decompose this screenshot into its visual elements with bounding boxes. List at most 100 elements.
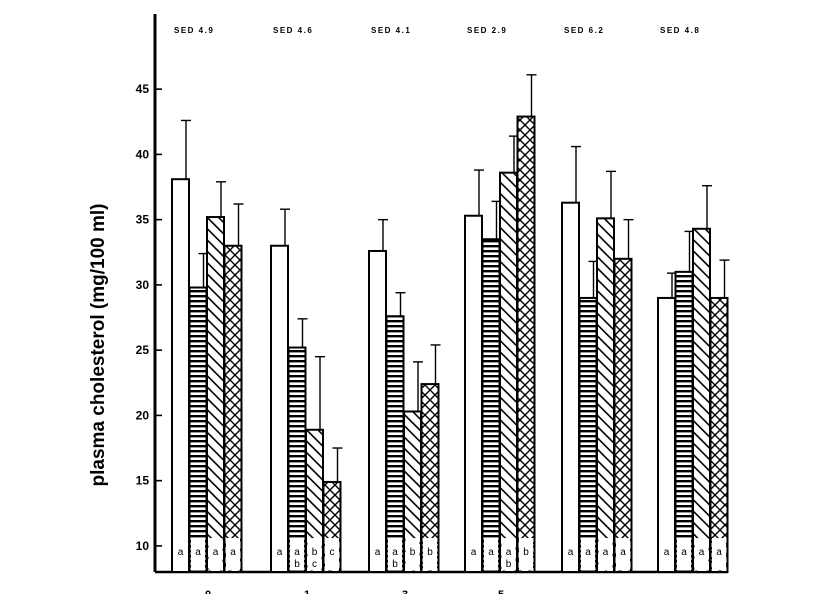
bar-code-cell — [616, 538, 630, 571]
bar-code-cell — [423, 538, 437, 571]
y-tick-label: 10 — [136, 539, 150, 553]
y-tick-label: 20 — [136, 408, 150, 422]
bar — [481, 238, 501, 573]
x-tick-label: 0 — [205, 589, 211, 594]
bar-code-cell — [694, 538, 709, 571]
bar-group: SED 6.2a a a a — [561, 26, 634, 573]
significance-letter: a — [699, 547, 705, 558]
significance-letter: a — [230, 547, 236, 558]
significance-letter: a — [471, 547, 477, 558]
bar-code-cell — [677, 538, 691, 571]
bar — [499, 171, 518, 573]
bar — [516, 115, 536, 574]
significance-letter: a — [716, 547, 722, 558]
bar-group: SED 4.90aaaa — [171, 26, 244, 599]
bar — [578, 296, 598, 573]
bar-code-cell — [563, 538, 578, 571]
bar-group: SED 4.13aabbb — [368, 26, 441, 599]
bar — [385, 315, 405, 573]
bar — [223, 244, 243, 573]
sed-label: SED 6.2 — [564, 26, 604, 35]
bar — [464, 214, 483, 574]
bar — [692, 227, 711, 573]
bar — [709, 296, 729, 573]
sed-label: SED 4.8 — [660, 26, 700, 35]
bar — [613, 257, 633, 573]
significance-letter: a — [620, 547, 626, 558]
significance-letter: a — [488, 547, 494, 558]
significance-letter: a — [178, 547, 184, 558]
significance-letter: a — [277, 547, 283, 558]
significance-letter: a — [568, 547, 574, 558]
bar-code-cell — [598, 538, 613, 571]
y-tick-label: 35 — [136, 213, 150, 227]
bar-code-cell — [501, 538, 516, 571]
bar — [171, 178, 190, 573]
significance-letter: a — [585, 547, 591, 558]
bar-code-cell — [712, 538, 726, 571]
sed-label: SED 4.1 — [371, 26, 411, 35]
significance-letter: a — [213, 547, 219, 558]
significance-letter: b — [312, 547, 318, 558]
bar-code-cell — [484, 538, 498, 571]
y-tick-label: 45 — [136, 82, 150, 96]
bar-code-cell — [519, 538, 533, 571]
bar-group: SED 4.61aabbcc — [270, 26, 343, 599]
y-tick-label: 40 — [136, 147, 150, 161]
bar-code-cell — [466, 538, 481, 571]
significance-letter: c — [312, 559, 317, 570]
bar-code-cell — [307, 538, 322, 571]
bar — [188, 286, 208, 573]
bar-code-cell — [581, 538, 595, 571]
sed-label: SED 2.9 — [467, 26, 507, 35]
bar-code-cell — [290, 538, 304, 571]
bar-group: SED 2.95aaabb — [464, 26, 537, 599]
bar — [657, 296, 676, 573]
y-tick-label: 25 — [136, 343, 150, 357]
bar — [420, 383, 440, 573]
y-axis-label: plasma cholesterol (mg/100 ml) — [88, 204, 109, 487]
significance-letter: a — [195, 547, 201, 558]
bar-code-cell — [325, 538, 339, 571]
significance-letter: a — [603, 547, 609, 558]
bar-code-cell — [208, 538, 223, 571]
bar-code-cell — [405, 538, 420, 571]
sed-label: SED 4.6 — [273, 26, 313, 35]
significance-letter: b — [523, 547, 529, 558]
significance-letter: b — [427, 547, 433, 558]
bar — [270, 244, 289, 573]
significance-letter: b — [410, 547, 416, 558]
bar-code-cell — [370, 538, 385, 571]
significance-letter: a — [506, 547, 512, 558]
x-tick-label: 5 — [498, 589, 504, 594]
significance-letter: b — [392, 559, 398, 570]
x-tick-label: 3 — [402, 589, 408, 594]
significance-letter: b — [294, 559, 300, 570]
significance-letter: c — [330, 547, 335, 558]
bar-code-cell — [191, 538, 205, 571]
bar — [206, 216, 225, 573]
bar-code-cell — [272, 538, 287, 571]
sed-label: SED 4.9 — [174, 26, 214, 35]
x-tick-label: 1 — [304, 589, 310, 594]
y-tick-label: 15 — [136, 474, 150, 488]
bar — [561, 201, 580, 573]
significance-letter: a — [375, 547, 381, 558]
bar — [674, 270, 694, 573]
significance-letter: a — [392, 547, 398, 558]
significance-letter: a — [681, 547, 687, 558]
y-tick-label: 30 — [136, 278, 150, 292]
bar-group: SED 4.8a a a a — [657, 26, 730, 573]
significance-letter: a — [294, 547, 300, 558]
bar-code-cell — [173, 538, 188, 571]
significance-letter: b — [506, 559, 512, 570]
bar-code-cell — [226, 538, 240, 571]
significance-letter: a — [664, 547, 670, 558]
bar — [368, 249, 387, 573]
bar — [596, 217, 615, 573]
bar-code-cell — [388, 538, 402, 571]
bar-code-cell — [659, 538, 674, 571]
